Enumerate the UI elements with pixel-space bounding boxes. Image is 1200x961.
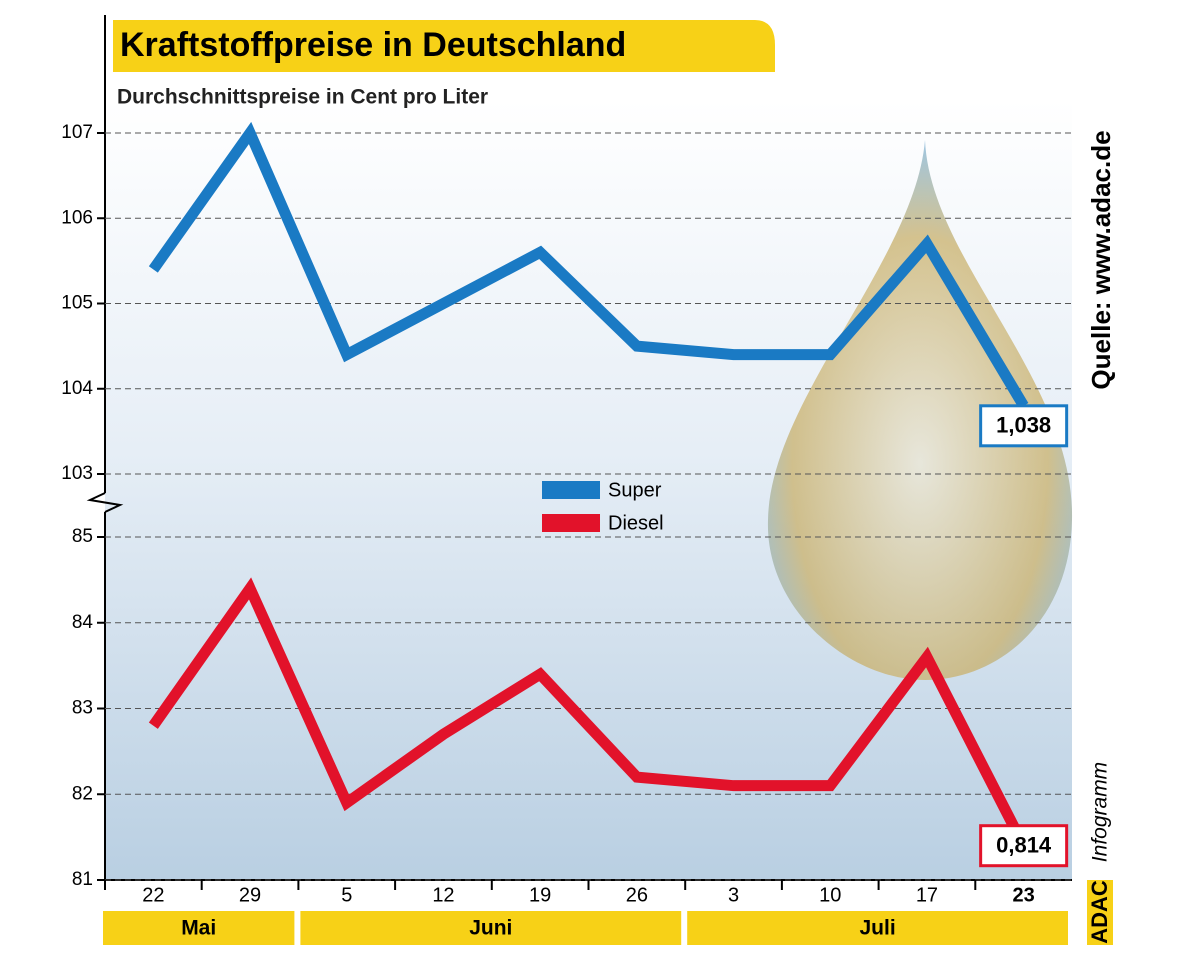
y-tick-label: 81 (72, 869, 93, 890)
x-tick-label: 5 (341, 884, 352, 906)
x-tick-label: 10 (819, 884, 841, 906)
series-line (148, 121, 1029, 409)
x-tick-label: 26 (626, 884, 648, 906)
axis-break (86, 492, 124, 513)
y-tick-label: 105 (61, 293, 93, 314)
euro-drop (767, 140, 1073, 680)
x-tick-label: 17 (916, 884, 938, 906)
source: Quelle: www.adac.de (1086, 130, 1116, 389)
y-tick-label: 82 (72, 783, 93, 804)
legend-label: Diesel (608, 512, 664, 534)
legend-swatch (542, 514, 600, 532)
value-label-box (979, 824, 1069, 868)
y-tick-label: 84 (72, 612, 94, 633)
series-line (148, 577, 1029, 849)
y-tick-label: 85 (72, 526, 93, 547)
month-band (103, 911, 295, 945)
y-tick-label: 103 (61, 463, 93, 484)
y-tick-label: 104 (61, 378, 93, 399)
x-tick-label: 23 (1013, 884, 1035, 906)
title-box (113, 20, 775, 72)
y-tick-label: 106 (61, 207, 93, 228)
value-label-box (979, 404, 1069, 448)
x-tick-label: 29 (239, 884, 261, 906)
x-tick-label: 22 (142, 884, 164, 906)
legend-label: Super (608, 479, 662, 501)
month-label: Juli (860, 917, 896, 940)
brand-suffix: Infogramm (1089, 762, 1112, 862)
brand: ADAC (1087, 880, 1112, 944)
x-tick-label: 12 (432, 884, 454, 906)
month-label: Mai (181, 917, 216, 940)
chart-subtitle: Durchschnittspreise in Cent pro Liter (117, 86, 488, 109)
month-label: Juni (469, 917, 512, 940)
value-label: 1,038 (996, 413, 1051, 438)
value-label: 0,814 (996, 833, 1052, 858)
y-tick-label: 107 (61, 122, 93, 143)
brand-box (1087, 880, 1113, 945)
y-tick-label: 83 (72, 698, 93, 719)
month-band (300, 911, 682, 945)
x-tick-label: 19 (529, 884, 551, 906)
legend-swatch (542, 481, 600, 499)
month-band (687, 911, 1068, 945)
x-tick-label: 3 (728, 884, 739, 906)
chart-title: Kraftstoffpreise in Deutschland (120, 26, 626, 64)
